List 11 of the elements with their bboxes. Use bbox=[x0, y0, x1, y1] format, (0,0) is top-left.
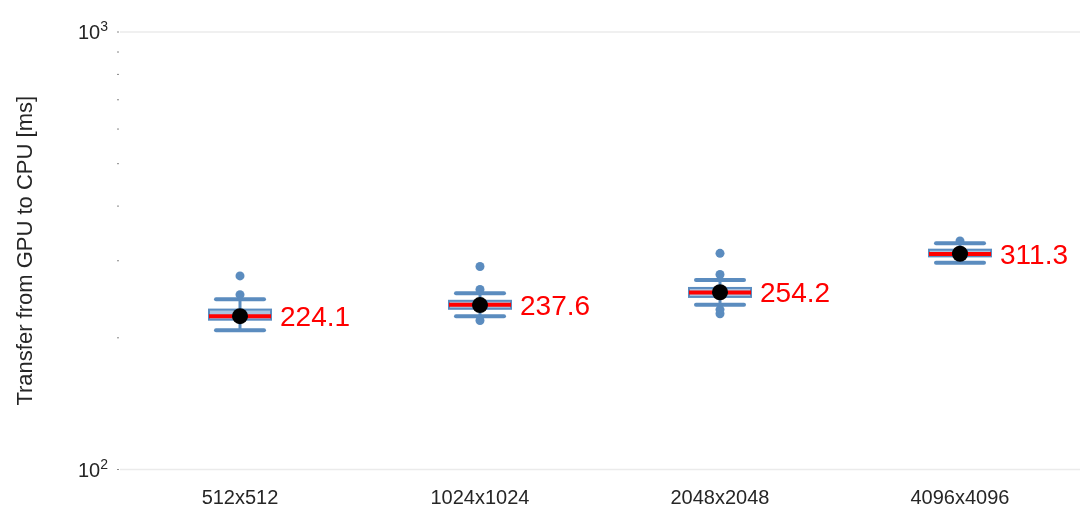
annotation: 311.3 bbox=[1000, 238, 1068, 270]
x-tick-label: 1024x1024 bbox=[430, 485, 530, 508]
y-tick-label: 10$^{3}$ bbox=[77, 18, 109, 43]
x-tick-label: 2048x2048 bbox=[670, 485, 770, 508]
x-tick-label: 512x512 bbox=[201, 485, 279, 508]
x-tick-label: 4096x4096 bbox=[910, 485, 1010, 508]
annotation: 237.6 bbox=[520, 289, 591, 321]
y-tick-label: 10$^{2}$ bbox=[77, 455, 109, 481]
y-axis-title: Transfer from GPU to CPU [ms] bbox=[12, 95, 37, 406]
annotation: 254.2 bbox=[760, 277, 831, 309]
annotation: 224.1 bbox=[280, 300, 351, 332]
